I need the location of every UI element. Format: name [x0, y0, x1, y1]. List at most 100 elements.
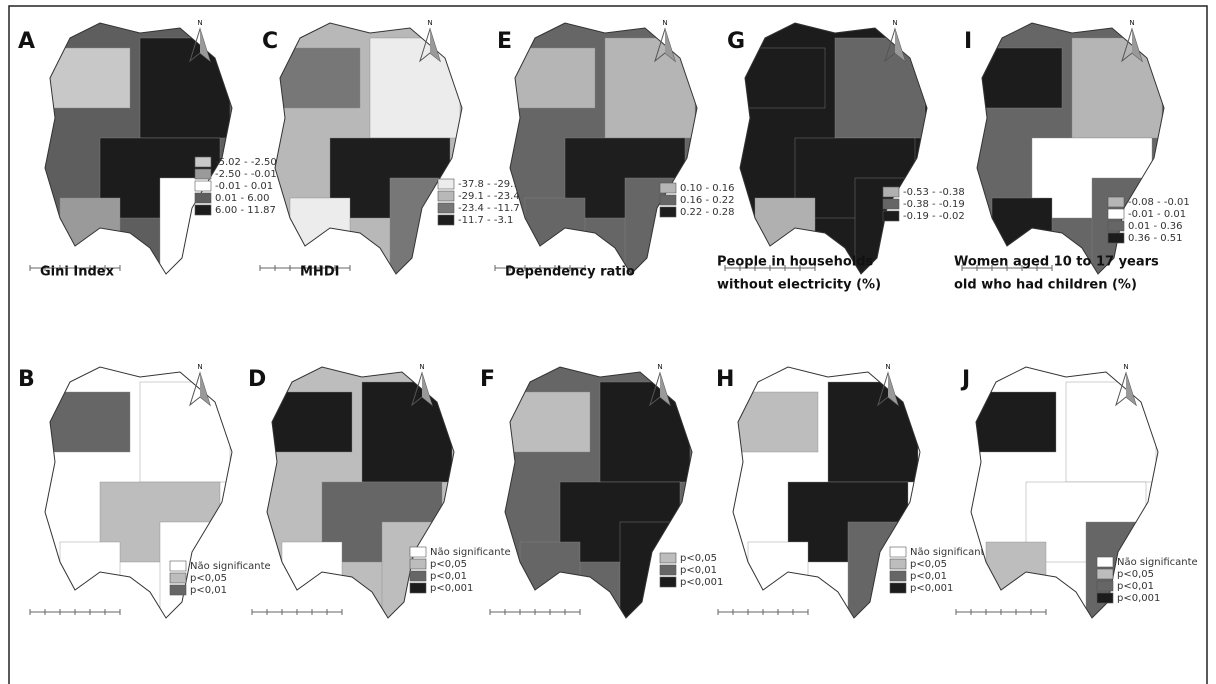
map [40, 18, 240, 278]
panel-letter: J [960, 367, 970, 392]
legend-swatch [890, 583, 906, 593]
legend-label: p<0,01 [1117, 581, 1154, 592]
panel-title: People in households [717, 255, 874, 270]
region [140, 38, 230, 138]
legend-swatch [170, 585, 186, 595]
north-label: N [657, 363, 662, 371]
legend-swatch [1108, 197, 1124, 207]
legend-swatch [1108, 209, 1124, 219]
map [735, 18, 935, 278]
legend-label: 0.36 - 0.51 [1128, 233, 1183, 244]
legend-label: -2.50 - -0.01 [215, 169, 277, 180]
legend-label: -0.01 - 0.01 [1128, 209, 1186, 220]
legend-label: Não significante [1117, 557, 1198, 568]
legend-swatch [410, 583, 426, 593]
legend-swatch [1097, 593, 1113, 603]
legend-swatch [660, 577, 676, 587]
region [986, 542, 1046, 602]
map-fill [270, 18, 470, 278]
map-fill [40, 18, 240, 278]
panel-letter: E [497, 29, 512, 54]
legend-swatch [890, 571, 906, 581]
legend-swatch [1097, 557, 1113, 567]
legend-label: p<0,001 [910, 583, 953, 594]
legend-label: p<0,001 [1117, 593, 1160, 604]
region [835, 38, 925, 138]
legend-swatch [660, 183, 676, 193]
legend-swatch [660, 553, 676, 563]
legend-label: 0.16 - 0.22 [680, 195, 735, 206]
region [1072, 38, 1162, 138]
legend-swatch [890, 547, 906, 557]
map [270, 18, 470, 278]
legend-label: -0.01 - 0.01 [215, 181, 273, 192]
legend-swatch [195, 181, 211, 191]
legend-swatch [660, 195, 676, 205]
north-label: N [197, 363, 202, 371]
legend-swatch [890, 559, 906, 569]
legend-swatch [410, 559, 426, 569]
map [505, 18, 705, 278]
legend-label: p<0,001 [430, 583, 473, 594]
north-label: N [419, 363, 424, 371]
region [160, 522, 230, 622]
legend-swatch [170, 573, 186, 583]
figure: AN-5.02 - -2.50-2.50 - -0.01-0.01 - 0.01… [0, 0, 1216, 684]
panel-title: old who had children (%) [954, 278, 1137, 293]
legend-label: 0.01 - 6.00 [215, 193, 270, 204]
panel-title: Dependency ratio [505, 265, 635, 280]
region [515, 48, 595, 108]
legend-swatch [195, 205, 211, 215]
legend-label: Não significante [910, 547, 991, 558]
panel-letter: C [262, 29, 278, 54]
legend-swatch [660, 207, 676, 217]
region [290, 198, 350, 258]
legend-swatch [410, 547, 426, 557]
region [1066, 382, 1156, 482]
region [510, 392, 590, 452]
region [738, 392, 818, 452]
legend-swatch [438, 203, 454, 213]
region [362, 382, 452, 482]
legend-label: p<0,001 [680, 577, 723, 588]
north-label: N [1129, 19, 1134, 27]
legend-label: p<0,01 [190, 585, 227, 596]
panel-title: without electricity (%) [717, 278, 881, 293]
region [605, 38, 695, 138]
region [50, 48, 130, 108]
legend-label: -0.08 - -0.01 [1128, 197, 1190, 208]
map-fill [735, 18, 935, 278]
north-label: N [427, 19, 432, 27]
legend-swatch [410, 571, 426, 581]
region [140, 382, 230, 482]
legend-label: p<0,05 [1117, 569, 1154, 580]
north-label: N [662, 19, 667, 27]
legend-label: p<0,01 [430, 571, 467, 582]
legend-swatch [195, 157, 211, 167]
region [370, 38, 460, 138]
region [828, 382, 918, 482]
legend-label: p<0,05 [190, 573, 227, 584]
region [282, 542, 342, 602]
region [272, 392, 352, 452]
region [982, 48, 1062, 108]
legend-label: -37.8 - -29.1 [458, 179, 520, 190]
legend-label: Não significante [190, 561, 271, 572]
map-fill [505, 18, 705, 278]
region [280, 48, 360, 108]
legend-label: -0.38 - -0.19 [903, 199, 965, 210]
panel-title: Women aged 10 to 17 years [954, 255, 1159, 270]
region [50, 392, 130, 452]
panel-letter: F [480, 367, 495, 392]
legend-label: p<0,05 [680, 553, 717, 564]
legend-label: 0.01 - 0.36 [1128, 221, 1183, 232]
legend-swatch [883, 211, 899, 221]
legend-label: -23.4 - -11.7 [458, 203, 520, 214]
legend-swatch [195, 193, 211, 203]
panel-letter: I [964, 29, 972, 54]
legend-swatch [1097, 569, 1113, 579]
panel-letter: G [727, 29, 745, 54]
panel-letter: H [716, 367, 734, 392]
legend-label: 0.22 - 0.28 [680, 207, 735, 218]
legend-label: p<0,05 [430, 559, 467, 570]
